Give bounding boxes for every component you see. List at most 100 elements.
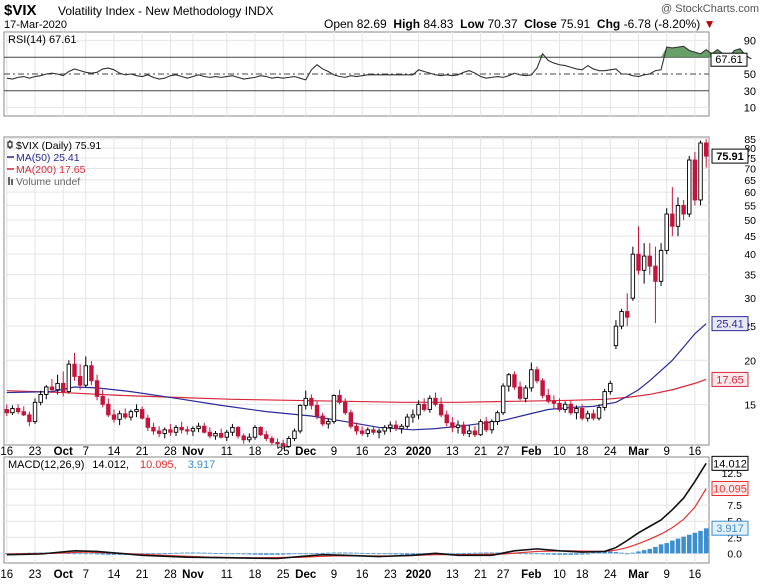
x-tick-label-bottom-7: Nov (182, 569, 204, 581)
macd-histogram-bar (608, 551, 613, 554)
macd-histogram-bar (478, 552, 483, 554)
candle (145, 414, 151, 432)
candle (489, 419, 495, 434)
macd-histogram-bar (196, 552, 201, 554)
rsi-line (6, 45, 752, 81)
watermark: @ StockCharts.com (661, 3, 759, 15)
candle (190, 426, 196, 436)
x-tick-label-bottom-23: Mar (628, 569, 649, 581)
candle (591, 409, 596, 421)
candle-body (371, 429, 376, 433)
price-axis-tick-20: 20 (744, 355, 756, 367)
price-axis-tick-50: 50 (744, 215, 756, 227)
price-axis-tick-15: 15 (744, 399, 756, 411)
candle (540, 378, 545, 399)
macd-histogram-bar (410, 553, 416, 555)
candle (4, 404, 10, 416)
candle (619, 308, 624, 330)
candle-body (467, 430, 472, 434)
candle (371, 426, 376, 435)
candle-body (596, 406, 602, 419)
rsi-last-label: 67.61 (715, 54, 743, 66)
x-tick-label-bottom-10: 25 (277, 569, 290, 581)
candle-body (247, 436, 252, 441)
candle (359, 426, 365, 436)
macd-histogram-bar (106, 553, 111, 555)
candle (269, 435, 275, 445)
candle-body (337, 394, 342, 403)
exchange: INDX (244, 4, 274, 18)
macd-histogram-bar (517, 553, 523, 555)
rsi-axis-tick-30: 30 (744, 86, 756, 98)
candle (641, 243, 647, 284)
price-axis-tick-70: 70 (744, 164, 756, 176)
candle-body (21, 411, 26, 416)
x-tick-label-bottom-1: 23 (29, 569, 42, 581)
x-tick-label-top-4: 14 (108, 446, 121, 458)
candle (218, 428, 224, 439)
candle-body (123, 413, 128, 418)
candle (292, 428, 297, 442)
x-tick-label-top-1: 23 (29, 446, 42, 458)
candle-body (365, 429, 370, 434)
macd-histogram-bar (624, 553, 630, 555)
macd-histogram-bar (309, 553, 314, 555)
macd-last-label-1: 10.095 (713, 484, 747, 496)
candle (608, 380, 613, 395)
candle (478, 419, 483, 436)
macd-axis-tick-12_5: 12.5 (722, 468, 743, 480)
candle-body (241, 435, 246, 441)
candle-body (529, 369, 534, 389)
candle (117, 410, 122, 426)
macd-histogram-bar (382, 553, 387, 555)
x-tick-label-bottom-6: 28 (164, 569, 177, 581)
high-label: High (393, 17, 421, 31)
candle (94, 374, 100, 401)
candle (472, 426, 478, 438)
candle-body (433, 397, 438, 405)
x-tick-label-top-25: 16 (689, 446, 702, 458)
candle-body (653, 265, 658, 282)
candle-body (196, 425, 201, 430)
candle-body (44, 386, 49, 395)
candle (574, 405, 579, 420)
macd-histogram-bar (241, 553, 246, 555)
candle-body (557, 402, 562, 410)
macd-histogram-bar (264, 553, 269, 555)
macd-histogram-bar (326, 552, 331, 554)
x-tick-label-top-21: 18 (576, 446, 589, 458)
candle-body (455, 424, 461, 428)
macd-histogram-bar (83, 553, 89, 555)
x-tick-label-top-9: 18 (249, 446, 262, 458)
candle (630, 246, 636, 301)
price-axis-tick-35: 35 (744, 270, 756, 282)
macd-histogram-bar (523, 553, 528, 555)
candle (100, 389, 105, 408)
x-tick-label-top-12: 9 (331, 446, 337, 458)
candle (27, 411, 32, 427)
candle (15, 404, 21, 414)
candle-body (692, 159, 698, 201)
macd-histogram-bar (461, 553, 466, 554)
candle-body (495, 412, 500, 423)
macd-histogram-bar (89, 553, 94, 555)
candle-body (438, 403, 444, 416)
x-tick-label-bottom-24: 9 (663, 569, 669, 581)
candle-body (625, 311, 630, 318)
macd-histogram-bar (568, 553, 574, 555)
candle (658, 243, 664, 286)
candle-body (579, 408, 585, 419)
macd-histogram-bar (495, 552, 500, 554)
macd-histogram-bar (562, 553, 568, 555)
x-tick-label-bottom-22: 24 (604, 569, 617, 581)
candle (77, 364, 83, 390)
candle-body (297, 404, 303, 432)
candle (61, 371, 66, 397)
candle-body (399, 425, 404, 430)
x-tick-label-top-20: 10 (553, 446, 566, 458)
macd-histogram-bar (168, 553, 173, 554)
candle (252, 425, 258, 440)
candle (427, 395, 433, 413)
macd-last-label-0: 14.012 (713, 458, 747, 470)
candle (455, 420, 461, 434)
